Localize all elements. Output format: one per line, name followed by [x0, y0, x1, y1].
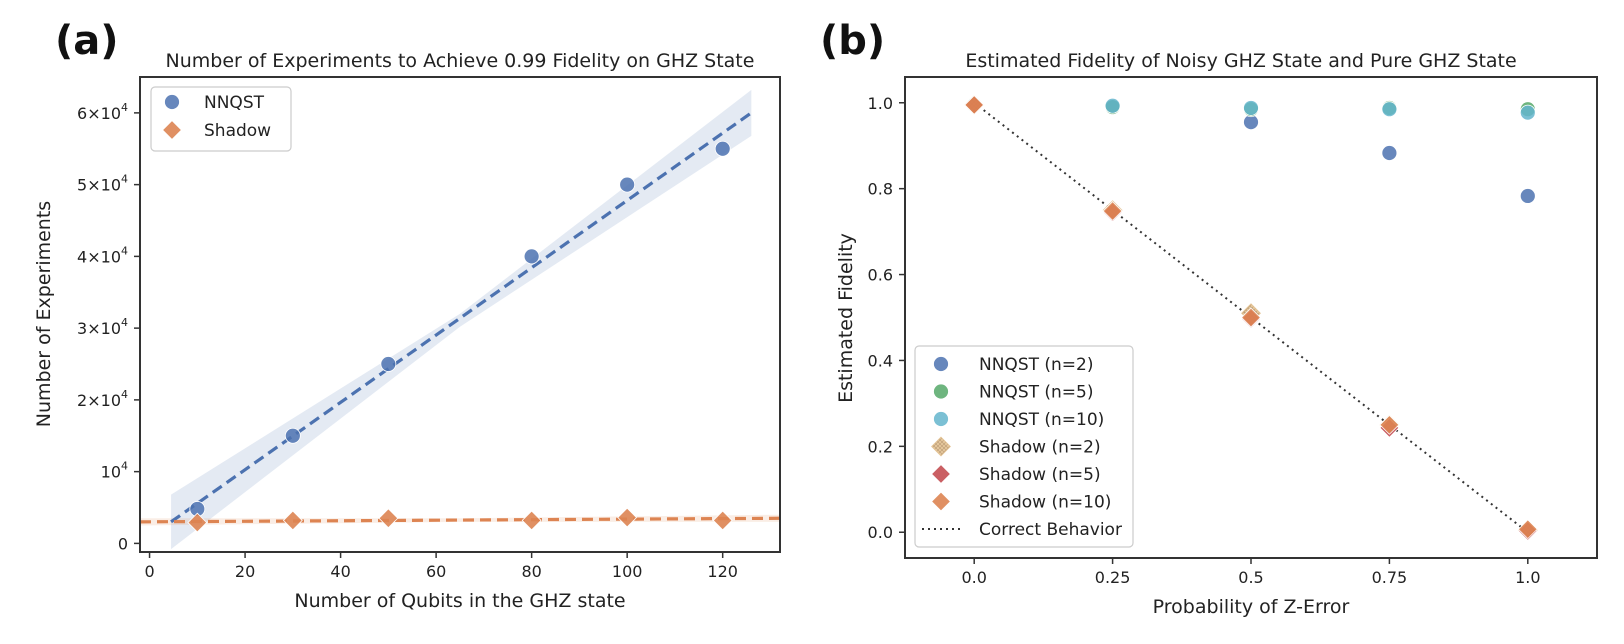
x-axis-label-a: Number of Qubits in the GHZ state [294, 590, 625, 612]
shadow-point-3 [521, 510, 542, 531]
x-tick-label-a-4: 80 [521, 562, 541, 581]
x-tick-label-a-1: 20 [235, 562, 255, 581]
panel-label-b: (b) [820, 18, 885, 64]
chart-title-b: Estimated Fidelity of Noisy GHZ State an… [965, 50, 1516, 72]
legend-a: NNQST Shadow [150, 86, 292, 152]
shadow-point-1 [282, 510, 303, 531]
y-tick-label-b-0: 0.0 [868, 523, 893, 542]
y-tick-label-b-4: 0.8 [868, 180, 893, 199]
y-tick-label-a-4: 4×104 [77, 244, 128, 266]
legend-b-shadow-n-2-marker [931, 436, 951, 457]
panel-label-a: (a) [55, 18, 119, 64]
nnqst-point-3 [523, 248, 540, 265]
shadow-n-10-point-2 [1241, 307, 1261, 328]
legend-b-nnqst-n-10-label: NNQST (n=10) [979, 410, 1104, 430]
legend-box-a [150, 86, 292, 152]
nnqst-n-10-point-3 [1381, 101, 1398, 118]
legend-b-shadow-n-5-label: Shadow (n=5) [979, 465, 1101, 485]
shadow-point-0 [187, 512, 208, 533]
shadow-n-10-point-3 [1379, 414, 1400, 435]
shadow-n-10-point-1 [1102, 201, 1123, 221]
y-tick-label-a-2: 2×104 [77, 388, 128, 410]
nnqst-n-10-point-2 [1243, 100, 1259, 116]
x-tick-label-b-0: 0.0 [961, 568, 986, 587]
legend-b: NNQST (n=2) NNQST (n=5) NNQST (n=10) Shadow… [914, 345, 1134, 548]
legend-a-shadow-label: Shadow [204, 121, 271, 141]
y-tick-label-b-3: 0.6 [868, 266, 893, 285]
y-tick-label-a-6: 6×104 [77, 101, 128, 123]
y-tick-label-a-3: 3×104 [77, 316, 128, 338]
legend-box-b [914, 345, 1134, 548]
shadow-point-2 [378, 508, 399, 529]
legend-a-shadow-marker [162, 120, 182, 140]
legend-b-shadow-n-5-marker [931, 464, 951, 484]
legend-b-nnqst-n-5-marker [933, 383, 949, 400]
y-tick-label-b-2: 0.4 [868, 351, 893, 370]
legend-b-nnqst-n-5-label: NNQST (n=5) [979, 383, 1094, 403]
shadow-n-10-point-4 [1517, 519, 1538, 540]
shadow-n-10-point-0 [964, 94, 985, 115]
x-tick-label-a-6: 120 [707, 562, 738, 581]
nnqst-n-10-point-4 [1519, 104, 1536, 121]
y-axis-label-b: Estimated Fidelity [835, 233, 857, 403]
y-tick-label-a-1: 104 [101, 460, 128, 482]
legend-b-nnqst-n-2-marker [933, 356, 949, 372]
y-tick-label-b-1: 0.2 [868, 437, 893, 456]
shadow-point-5 [712, 510, 733, 531]
x-tick-label-b-3: 0.75 [1372, 568, 1408, 587]
x-tick-label-a-5: 100 [612, 562, 643, 581]
legend-a-nnqst-label: NNQST [204, 93, 265, 113]
x-tick-label-a-2: 40 [330, 562, 350, 581]
x-tick-label-b-2: 0.5 [1238, 568, 1263, 587]
legend-b-shadow-n-10-marker [931, 491, 951, 512]
chart-panel-a: (a) Number of Experiments to Achieve 0.9… [33, 18, 781, 612]
legend-b-shadow-n-10-label: Shadow (n=10) [979, 493, 1111, 513]
x-tick-label-b-1: 0.25 [1095, 568, 1131, 587]
nnqst-point-4 [619, 176, 636, 193]
shadow-point-4 [617, 507, 638, 528]
plot-frame-a [139, 76, 781, 553]
x-tick-label-a-0: 0 [144, 562, 154, 581]
nnqst-point-5 [714, 140, 731, 157]
x-tick-label-a-3: 60 [426, 562, 446, 581]
chart-title-a: Number of Experiments to Achieve 0.99 Fi… [166, 50, 755, 72]
x-axis-label-b: Probability of Z-Error [1153, 596, 1350, 618]
shadow-fit-line [139, 516, 781, 524]
nnqst-point-2 [380, 356, 397, 372]
nnqst-confidence-band [171, 89, 752, 550]
nnqst-fit-line [170, 111, 753, 524]
nnqst-point-1 [284, 427, 301, 444]
y-tick-label-b-5: 1.0 [868, 94, 893, 113]
nnqst-n-2-point-3 [1381, 145, 1398, 161]
y-tick-label-a-0: 0 [118, 534, 128, 553]
legend-a-nnqst-marker [164, 94, 180, 110]
x-tick-label-b-4: 1.0 [1515, 568, 1540, 587]
legend-b-correct-behavior-label: Correct Behavior [979, 520, 1122, 540]
legend-b-nnqst-n-2-label: NNQST (n=2) [979, 355, 1094, 375]
legend-b-nnqst-n-10-marker [933, 411, 949, 427]
y-tick-label-a-5: 5×104 [77, 173, 128, 195]
nnqst-n-2-point-4 [1519, 188, 1536, 204]
legend-b-shadow-n-2-label: Shadow (n=2) [979, 438, 1101, 458]
y-axis-label-a: Number of Experiments [33, 201, 55, 427]
nnqst-n-10-point-1 [1104, 97, 1121, 114]
correct-behavior-line [973, 101, 1529, 534]
chart-panel-b: (b) Estimated Fidelity of Noisy GHZ Stat… [820, 18, 1598, 618]
